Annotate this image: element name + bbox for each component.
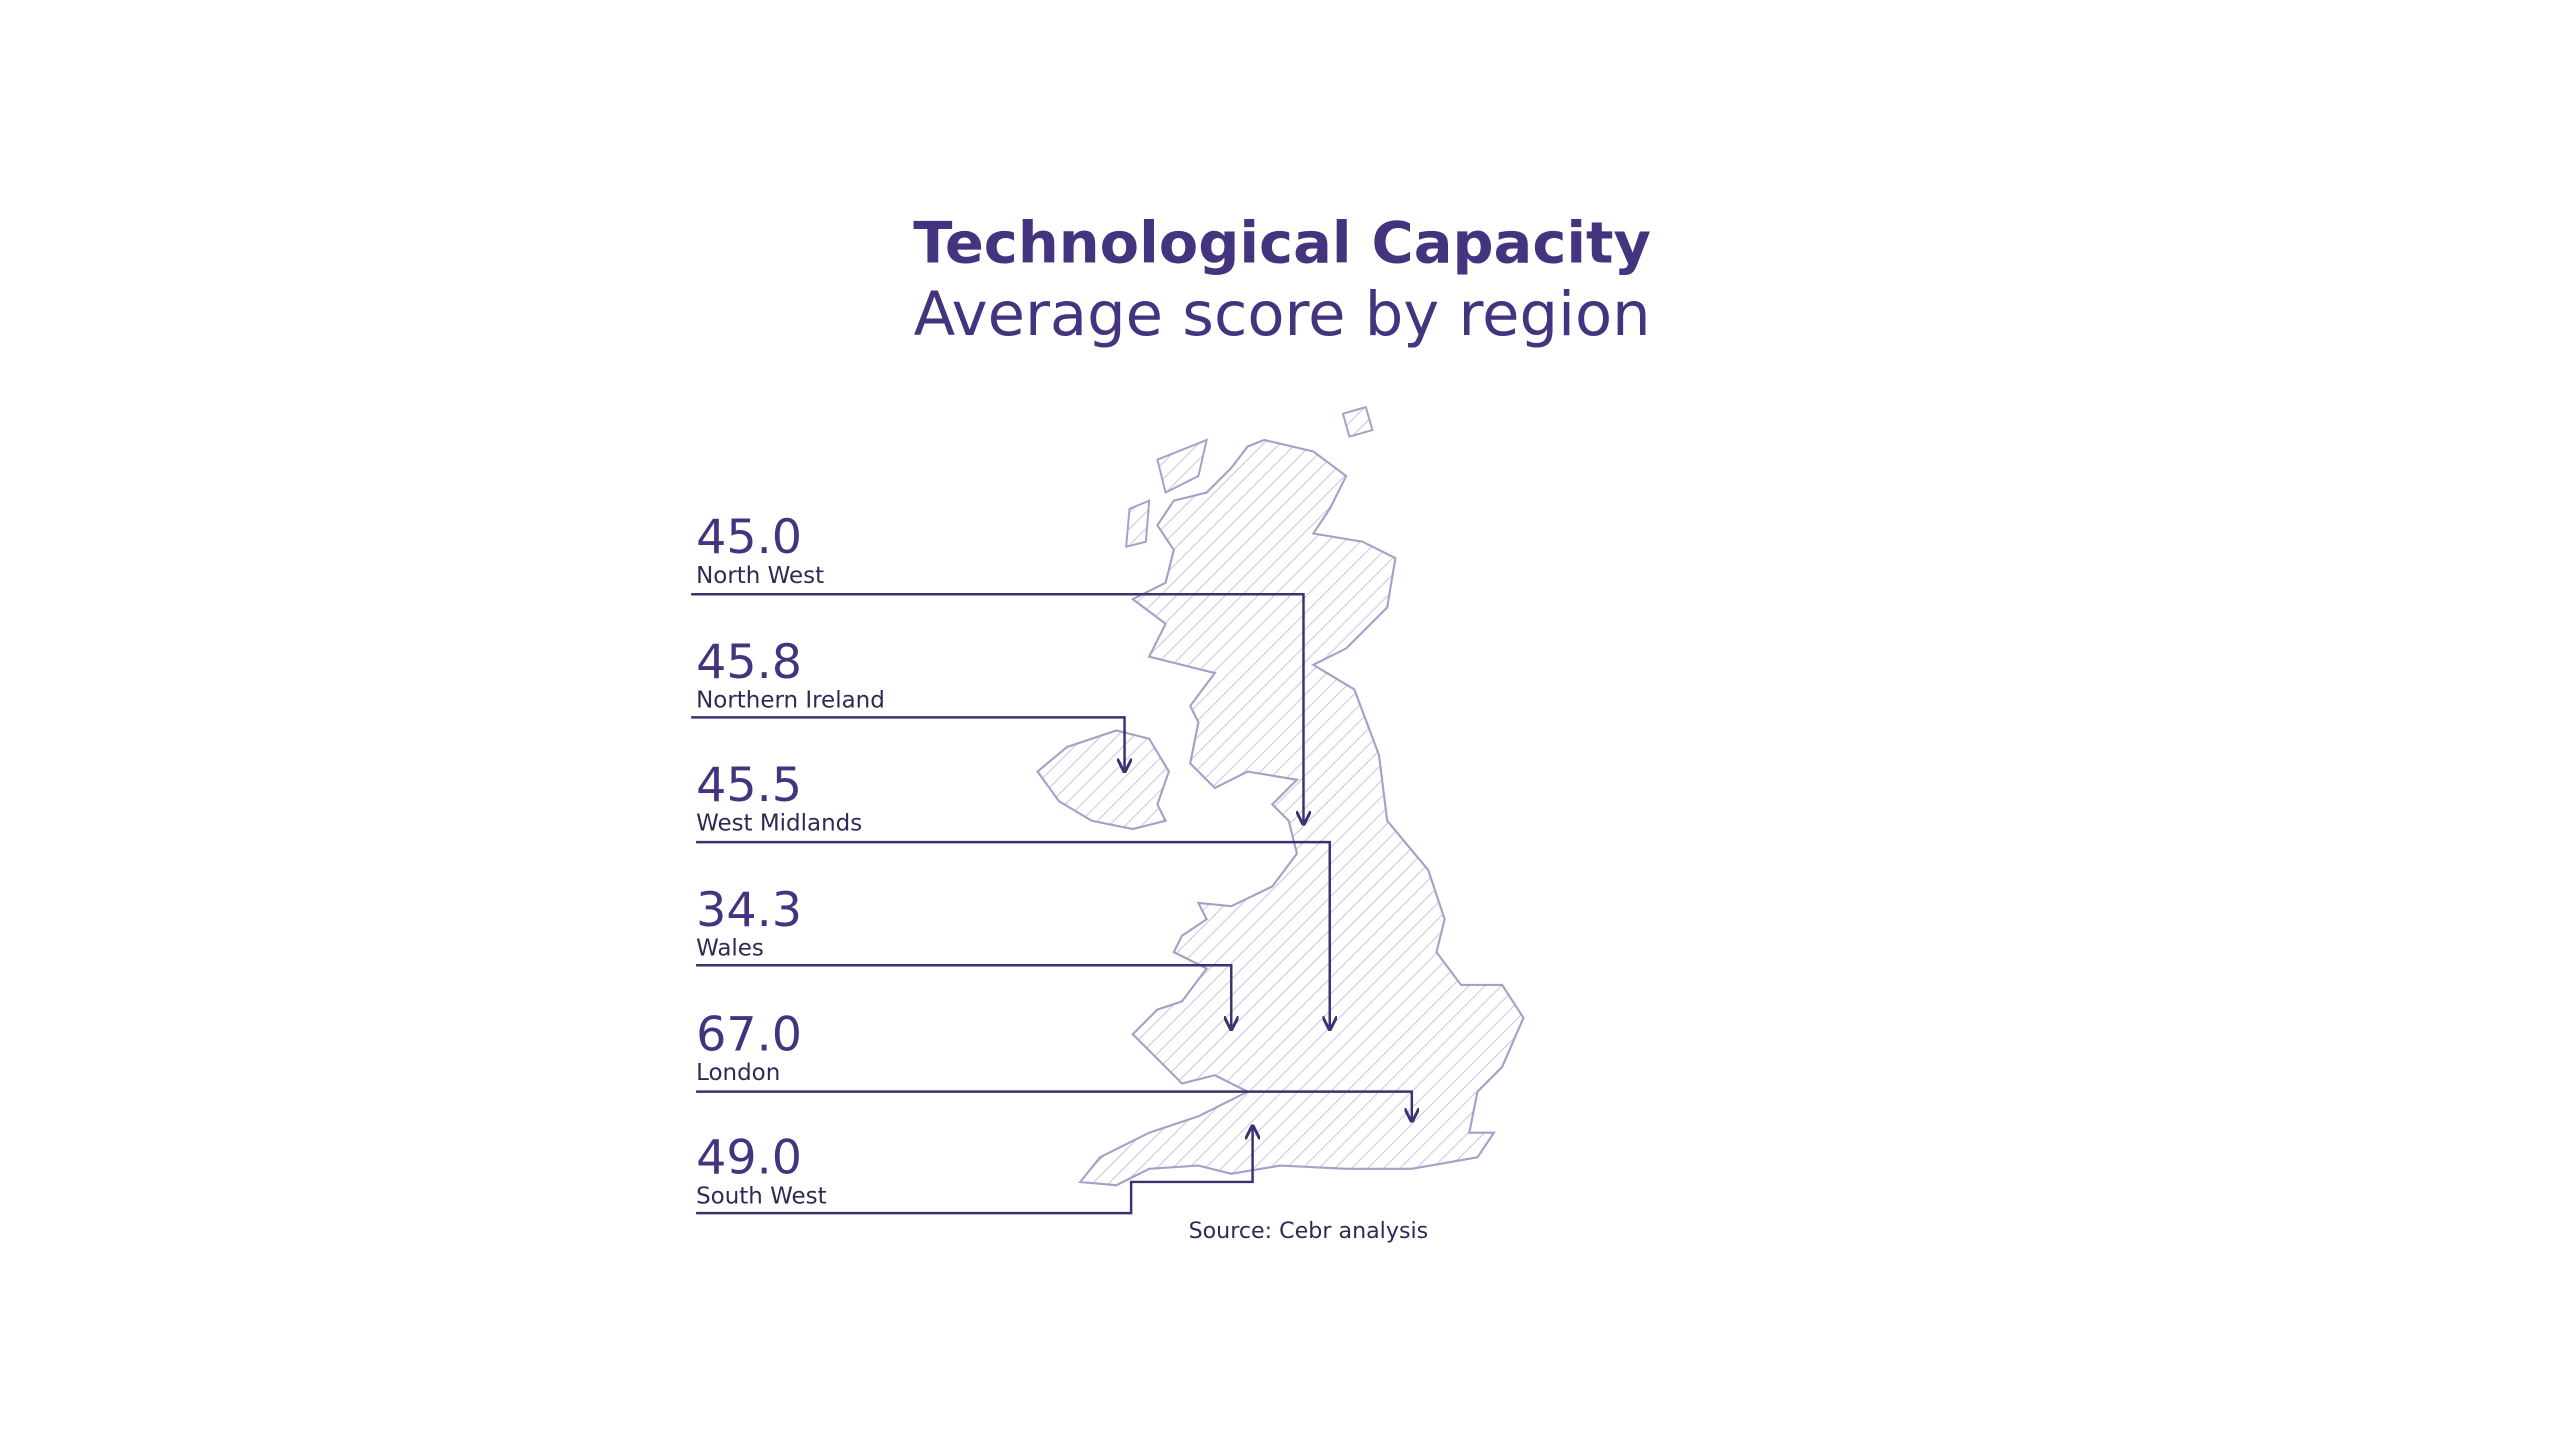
islands bbox=[1125, 405, 1374, 548]
region-value: 45.5 bbox=[696, 758, 802, 813]
region-value: 34.3 bbox=[696, 883, 802, 938]
region-name: West Midlands bbox=[696, 811, 862, 837]
leader-line bbox=[696, 964, 1231, 1029]
source: Source: Cebr analysis bbox=[1189, 1218, 1429, 1244]
leader-line bbox=[696, 1126, 1253, 1215]
leader-line bbox=[696, 1090, 1412, 1122]
region-name: Wales bbox=[696, 935, 764, 961]
northern-ireland bbox=[1036, 729, 1171, 831]
region-name: North West bbox=[696, 563, 824, 589]
title: Technological Capacity bbox=[913, 210, 1651, 277]
region-value: 49.0 bbox=[696, 1131, 802, 1186]
region-name: London bbox=[696, 1060, 780, 1086]
leaders bbox=[691, 593, 1412, 1215]
region-name: Northern Ireland bbox=[696, 688, 885, 714]
region-value: 45.0 bbox=[696, 510, 802, 565]
leader-line bbox=[691, 716, 1124, 771]
leader-line bbox=[696, 840, 1330, 1029]
leader-line bbox=[691, 593, 1303, 824]
region-value: 45.8 bbox=[696, 635, 802, 690]
subtitle: Average score by region bbox=[914, 280, 1651, 350]
map bbox=[1036, 405, 1525, 1187]
region-value: 67.0 bbox=[696, 1008, 802, 1063]
region-name: South West bbox=[696, 1183, 827, 1209]
